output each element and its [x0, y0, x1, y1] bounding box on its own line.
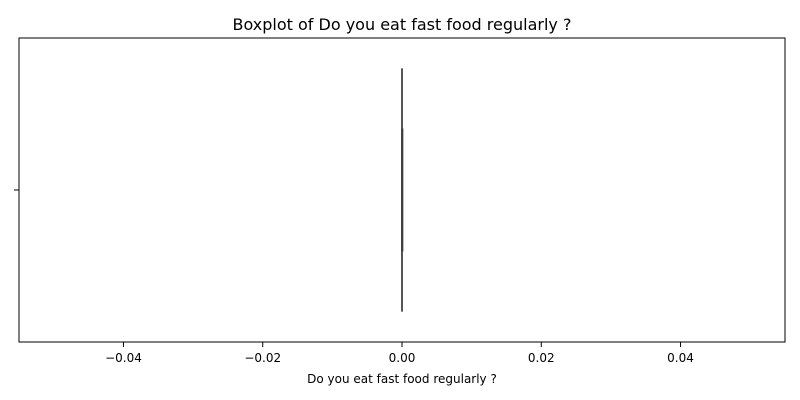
x-axis-ticks: −0.04 −0.02 0.00 0.02 0.04 [105, 342, 694, 365]
chart-title: Boxplot of Do you eat fast food regularl… [233, 15, 572, 34]
x-tick-label: 0.02 [528, 351, 555, 365]
boxplot-series [401, 68, 404, 312]
x-tick-label: −0.04 [105, 351, 142, 365]
x-tick-label: 0.00 [389, 351, 416, 365]
x-tick-label: 0.04 [667, 351, 694, 365]
x-axis-label: Do you eat fast food regularly ? [307, 372, 497, 386]
x-tick-label: −0.02 [244, 351, 281, 365]
